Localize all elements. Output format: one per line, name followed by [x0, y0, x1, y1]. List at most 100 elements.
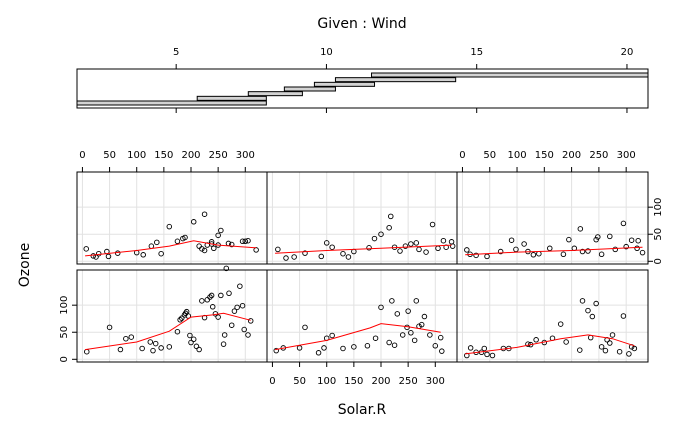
x-tick-label: 150 [154, 150, 173, 161]
data-point [174, 328, 181, 335]
data-point [182, 234, 188, 241]
x-tick-label: 100 [507, 150, 526, 161]
smooth-line [465, 334, 635, 355]
smooth-line [275, 244, 452, 254]
data-point [114, 250, 121, 256]
x-tick-label: 0 [269, 376, 275, 387]
given-tick-label: 15 [470, 47, 483, 58]
data-point [199, 298, 205, 304]
data-point [150, 347, 156, 354]
data-point [226, 290, 232, 297]
x-tick-label: 300 [617, 150, 636, 161]
panel-frame [266, 171, 458, 265]
data-point [218, 292, 224, 299]
data-point [147, 339, 154, 345]
data-point [371, 235, 378, 242]
data-point [397, 248, 403, 254]
panel-frame [456, 269, 649, 363]
data-point [247, 318, 254, 324]
data-point [484, 351, 490, 358]
x-tick-label: 0 [79, 150, 85, 161]
data-point [386, 224, 392, 231]
data-point [557, 321, 564, 327]
data-point [579, 248, 586, 255]
data-point [177, 317, 183, 323]
data-point [152, 340, 159, 347]
x-tick-label: 200 [371, 376, 390, 387]
data-point [530, 252, 537, 258]
data-point [207, 294, 213, 300]
data-point [166, 344, 173, 350]
data-point [253, 247, 259, 253]
given-interval-bar [371, 72, 649, 78]
data-point [533, 337, 539, 343]
data-point [117, 346, 124, 353]
data-point [437, 334, 444, 341]
data-point [237, 283, 243, 289]
data-point [427, 332, 433, 338]
y-tick-label: 0 [653, 258, 664, 264]
data-point [372, 335, 379, 341]
data-point [196, 243, 202, 249]
data-point [620, 313, 627, 319]
data-point [245, 332, 251, 338]
data-point [435, 245, 441, 252]
given-interval-bar [313, 81, 376, 87]
data-point [158, 250, 164, 257]
data-point [598, 251, 605, 258]
x-tick-label: 250 [589, 150, 608, 161]
data-point [208, 292, 215, 299]
data-point [602, 347, 609, 354]
data-point [90, 253, 97, 259]
given-interval-bar [334, 77, 457, 83]
panel-wind-6 [456, 269, 649, 363]
data-point [536, 250, 542, 257]
data-point [513, 246, 519, 253]
data-point [449, 243, 456, 249]
data-point [329, 332, 335, 339]
data-point [275, 246, 281, 253]
data-point [351, 344, 357, 350]
data-point [204, 297, 211, 303]
data-point [234, 304, 240, 311]
data-point [464, 247, 470, 253]
data-point [411, 337, 418, 344]
data-point [585, 307, 591, 314]
data-point [231, 308, 238, 314]
given-panel-frame [76, 68, 649, 109]
data-point [388, 213, 394, 220]
panel-wind-5: 0 50 100 150 200 250 300 [266, 269, 458, 387]
data-point [585, 248, 591, 254]
data-point [139, 345, 145, 352]
data-point [525, 341, 531, 347]
data-point [154, 239, 160, 246]
data-point [215, 314, 221, 320]
data-point [547, 245, 553, 252]
given-tick-label: 20 [621, 47, 634, 58]
data-point [166, 223, 173, 230]
data-point [215, 232, 221, 239]
data-point [448, 239, 455, 245]
x-tick-label: 200 [562, 150, 581, 161]
data-point [405, 308, 411, 314]
data-point [220, 341, 227, 347]
data-point [378, 304, 384, 311]
data-point [399, 332, 406, 338]
data-point [408, 241, 414, 247]
data-point [242, 238, 249, 245]
data-point [95, 250, 102, 257]
given-interval-bar [76, 100, 267, 106]
y-tick-label: 100 [653, 198, 664, 217]
data-point [432, 343, 439, 349]
smooth-line [85, 312, 251, 351]
given-title: Given : Wind [317, 16, 406, 32]
given-tick-label: 10 [320, 47, 333, 58]
data-point [607, 233, 613, 240]
data-point [609, 332, 616, 338]
data-point [628, 237, 635, 243]
panel-wind-1: 0 50 100 150 200 250 300 [76, 150, 268, 265]
given-interval-bar [196, 95, 267, 101]
data-point [273, 347, 279, 354]
x-tick-label: 200 [181, 150, 200, 161]
data-point [196, 346, 202, 353]
